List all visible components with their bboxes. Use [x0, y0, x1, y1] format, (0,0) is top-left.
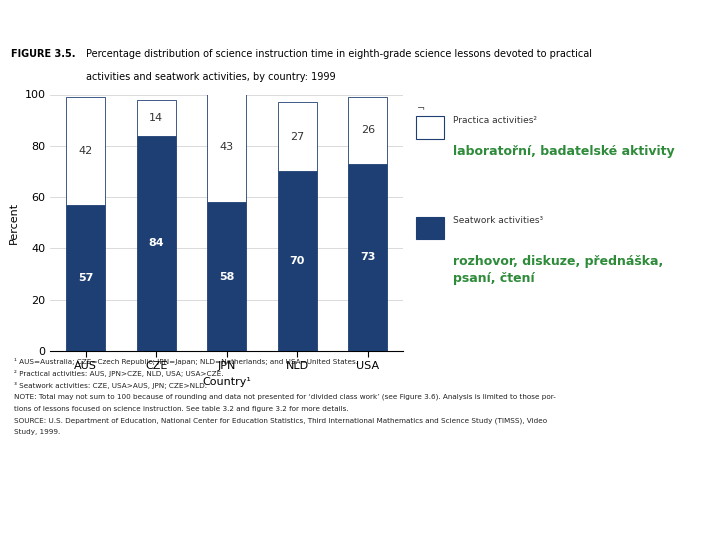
Text: laboratořní, badatelské aktivity: laboratořní, badatelské aktivity: [453, 145, 675, 158]
Bar: [348, 97, 387, 164]
Text: FIGURE 3.5.: FIGURE 3.5.: [11, 49, 76, 59]
Bar: [278, 172, 317, 351]
Bar: [66, 97, 105, 205]
Text: Study, 1999.: Study, 1999.: [14, 429, 60, 435]
Text: 58: 58: [219, 272, 235, 282]
Text: activities and seatwork activities, by country: 1999: activities and seatwork activities, by c…: [86, 71, 336, 82]
Text: ² Practical activities: AUS, JPN>CZE, NLD, USA; USA>CZE.: ² Practical activities: AUS, JPN>CZE, NL…: [14, 370, 224, 377]
Text: ¬: ¬: [416, 104, 425, 114]
Y-axis label: Percent: Percent: [9, 201, 19, 244]
Bar: [278, 102, 317, 172]
Text: tions of lessons focused on science instruction. See table 3.2 and figure 3.2 fo: tions of lessons focused on science inst…: [14, 406, 349, 411]
Bar: [416, 116, 444, 139]
Text: ¹ AUS=Australia; CZE=Czech Republic; JPN=Japan; NLD=Netherlands; and USA=United : ¹ AUS=Australia; CZE=Czech Republic; JPN…: [14, 358, 359, 365]
Text: 70: 70: [289, 256, 305, 266]
Text: 73: 73: [360, 252, 375, 262]
Bar: [207, 202, 246, 351]
Text: NOTE: Total may not sum to 100 because of rounding and data not presented for ‘d: NOTE: Total may not sum to 100 because o…: [14, 394, 557, 400]
Bar: [416, 217, 444, 239]
Text: 84: 84: [148, 238, 164, 248]
Text: www.ped.muni.cz/weduresearch: www.ped.muni.cz/weduresearch: [395, 526, 519, 535]
Text: TIMSS 1998 VS: TIMSS 1998 VS: [0, 482, 131, 500]
Text: 57: 57: [78, 273, 94, 283]
Text: Seatwork activities³: Seatwork activities³: [453, 216, 543, 225]
Text: rozhovor, diskuze, přednáška,
psaní, čtení: rozhovor, diskuze, přednáška, psaní, čte…: [453, 254, 663, 285]
Text: Practica activities²: Practica activities²: [453, 116, 536, 125]
Bar: [137, 136, 176, 351]
Bar: [348, 164, 387, 351]
Text: Percentage distribution of science instruction time in eighth-grade science less: Percentage distribution of science instr…: [86, 49, 593, 59]
Text: 43: 43: [220, 142, 234, 152]
Text: 27: 27: [290, 132, 305, 142]
Bar: [66, 205, 105, 351]
X-axis label: Country¹: Country¹: [202, 377, 251, 387]
Text: 14: 14: [149, 112, 163, 123]
Bar: [137, 99, 176, 136]
Text: 26: 26: [361, 125, 375, 136]
Text: SOURCE: U.S. Department of Education, National Center for Education Statistics, : SOURCE: U.S. Department of Education, Na…: [14, 417, 547, 424]
Bar: [207, 92, 246, 202]
Text: Roth, K.J., Druker, S.L., Garnier, H.E., Lemmens, M., Chen, C., Kawahaka, T.,
Ra: Roth, K.J., Druker, S.L., Garnier, H.E.,…: [288, 453, 595, 483]
Text: 42: 42: [78, 146, 93, 156]
Text: ³ Seatwork activities: CZE, USA>AUS, JPN; CZE>NLD.: ³ Seatwork activities: CZE, USA>AUS, JPN…: [14, 382, 207, 389]
